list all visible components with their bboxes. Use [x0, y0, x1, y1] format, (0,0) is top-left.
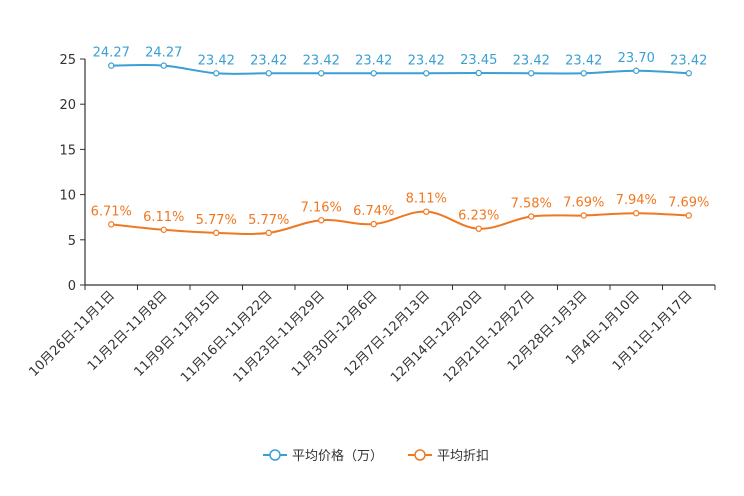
data-label: 5.77% — [196, 213, 237, 228]
y-axis: 0 5 10 15 20 25 — [59, 53, 86, 294]
data-point[interactable] — [423, 208, 430, 215]
data-label: 23.42 — [303, 53, 340, 68]
series-line — [111, 63, 689, 75]
data-point[interactable] — [318, 70, 325, 77]
legend-marker-icon — [414, 449, 426, 461]
data-point[interactable] — [475, 225, 482, 232]
data-point[interactable] — [370, 70, 377, 77]
data-label: 6.11% — [143, 210, 184, 225]
data-point[interactable] — [685, 212, 692, 219]
data-point[interactable] — [265, 229, 272, 237]
data-label: 23.42 — [408, 53, 445, 68]
data-label: 23.42 — [565, 53, 602, 68]
data-point[interactable] — [370, 220, 377, 228]
data-label: 24.27 — [93, 46, 130, 61]
data-label: 23.45 — [460, 53, 497, 68]
data-point[interactable] — [580, 212, 587, 219]
legend-label: 平均折扣 — [437, 449, 489, 464]
data-point[interactable] — [528, 70, 535, 77]
data-point[interactable] — [108, 62, 115, 69]
y-tick-label: 20 — [59, 98, 76, 113]
data-point[interactable] — [160, 62, 167, 69]
data-label: 23.42 — [250, 53, 287, 68]
data-label: 5.77% — [248, 213, 289, 228]
data-label: 8.11% — [406, 192, 447, 207]
legend-marker-icon — [269, 449, 281, 461]
data-point[interactable] — [475, 69, 482, 77]
legend-item-2[interactable]: 平均折扣 — [408, 449, 489, 464]
y-tick-label: 0 — [68, 279, 76, 294]
series-1: 24.27 24.27 23.42 23.42 23.42 23.42 23.42 23.45… — [93, 46, 707, 77]
legend: 平均价格（万） 平均折扣 — [263, 448, 489, 464]
data-label: 7.94% — [616, 193, 657, 208]
legend-label: 平均价格（万） — [292, 448, 383, 464]
data-label: 7.69% — [668, 195, 709, 210]
series-2: 6.71% 6.11% 5.77% 5.77% 7.16% 6.74% 8.11% 6.23%… — [91, 192, 709, 237]
data-label: 6.71% — [91, 204, 132, 219]
data-label: 6.23% — [458, 209, 499, 224]
data-label: 23.42 — [355, 53, 392, 68]
data-point[interactable] — [423, 70, 430, 77]
x-tick-label: 11月16日-11月22日 — [178, 288, 275, 385]
data-point[interactable] — [213, 70, 220, 77]
data-point[interactable] — [108, 221, 115, 228]
series-layer: 24.27 24.27 23.42 23.42 23.42 23.42 23.42 23.45… — [91, 46, 709, 237]
data-label: 23.42 — [670, 53, 707, 68]
data-label: 7.58% — [511, 196, 552, 211]
data-label: 23.70 — [618, 51, 655, 66]
data-point[interactable] — [318, 217, 325, 224]
legend-item-1[interactable]: 平均价格（万） — [263, 448, 383, 464]
y-tick-label: 25 — [59, 53, 76, 68]
data-point[interactable] — [265, 70, 272, 77]
data-point[interactable] — [633, 67, 640, 74]
x-tick-label: 12月21日-12月27日 — [441, 288, 538, 385]
data-label: 6.74% — [353, 204, 394, 219]
data-point[interactable] — [633, 210, 640, 217]
data-point[interactable] — [528, 213, 535, 220]
x-tick-label: 10月26日-11月1日 — [26, 288, 118, 380]
data-label: 23.42 — [513, 53, 550, 68]
data-label: 24.27 — [145, 46, 182, 61]
data-point[interactable] — [213, 229, 220, 237]
x-axis: 10月26日-11月1日11月2日-11月8日11月9日-11月15日11月16… — [26, 284, 716, 386]
x-tick-label: 12月14日-12月20日 — [388, 288, 485, 385]
series-line — [111, 210, 689, 235]
data-label: 7.16% — [301, 200, 342, 215]
data-point[interactable] — [160, 226, 167, 233]
x-tick-label: 11月23日-11月29日 — [231, 288, 328, 385]
data-label: 7.69% — [563, 195, 604, 210]
y-tick-label: 5 — [68, 234, 76, 249]
y-tick-label: 10 — [59, 189, 76, 204]
data-label: 23.42 — [198, 53, 235, 68]
data-point[interactable] — [685, 70, 692, 77]
y-tick-label: 15 — [59, 143, 76, 158]
data-point[interactable] — [580, 70, 587, 77]
